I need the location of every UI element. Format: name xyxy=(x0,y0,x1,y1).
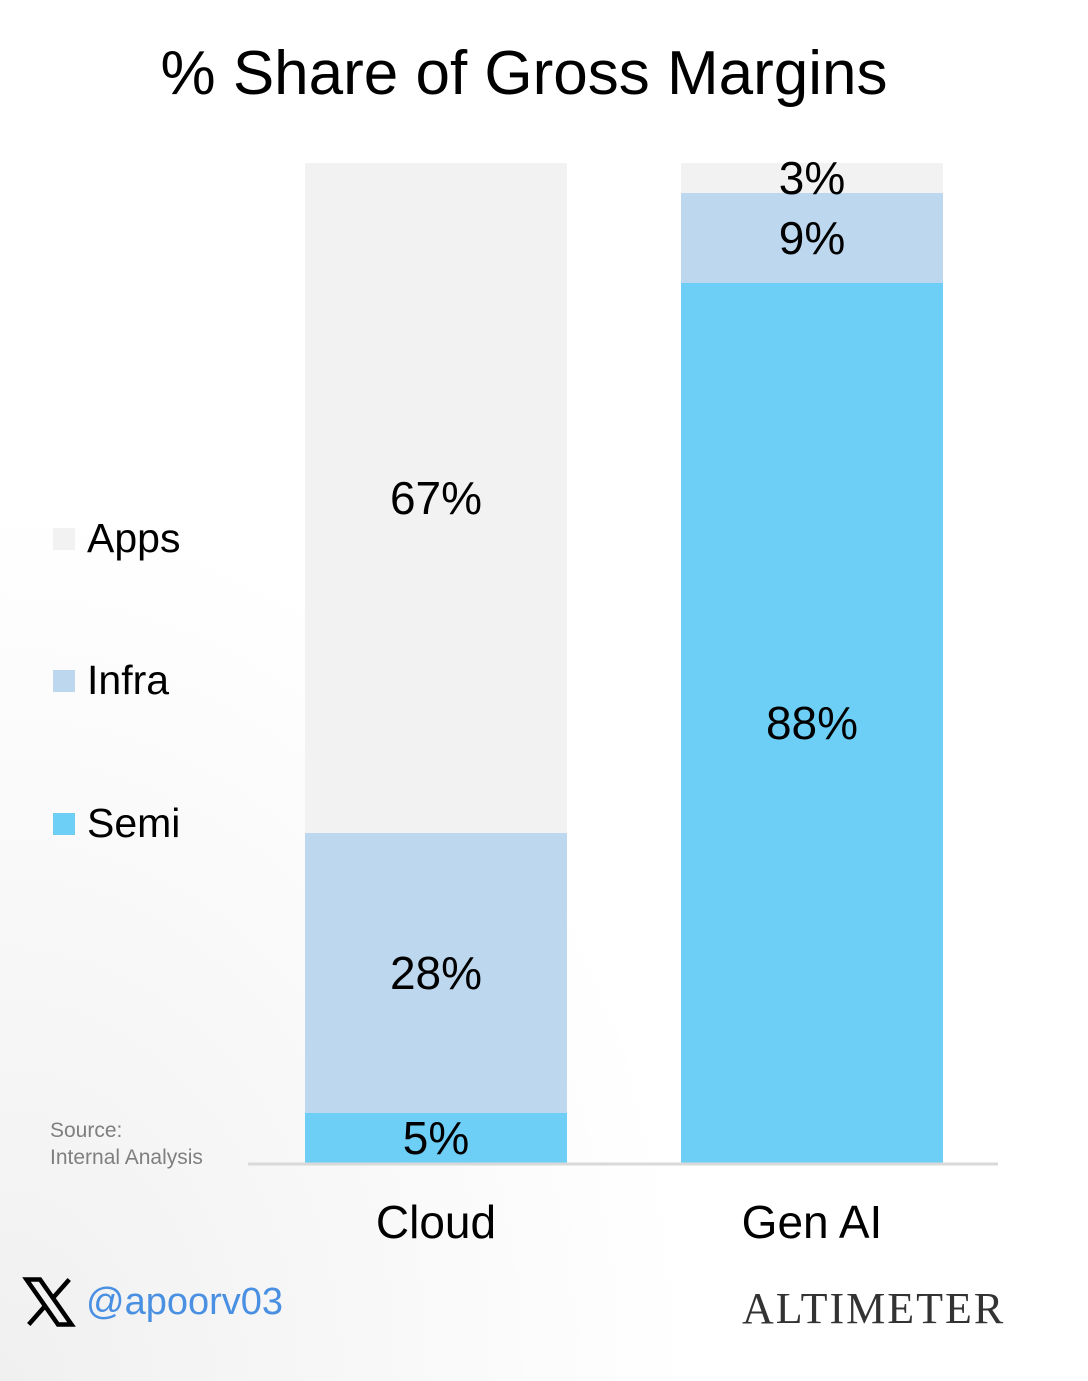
bar-segment-apps xyxy=(681,163,943,193)
bar-segment-infra xyxy=(305,833,567,1113)
data-label: 28% xyxy=(390,947,482,999)
legend-swatch-infra xyxy=(53,669,75,692)
bar-segment-semi xyxy=(681,283,943,1163)
legend-label: Semi xyxy=(87,800,181,846)
data-label: 67% xyxy=(390,472,482,524)
legend-item-infra: Infra xyxy=(53,657,169,704)
bar-segment-apps xyxy=(305,163,567,833)
legend-swatch-semi xyxy=(53,812,75,835)
data-label: 9% xyxy=(779,212,845,264)
legend-swatch-apps xyxy=(53,527,75,550)
source-value: Internal Analysis xyxy=(50,1146,203,1169)
legend-label: Apps xyxy=(87,515,181,561)
bar-segment-semi xyxy=(305,1113,567,1163)
source-note: Source: Internal Analysis xyxy=(50,1117,203,1171)
data-label: 5% xyxy=(403,1112,469,1164)
data-label: 88% xyxy=(766,697,858,749)
handle-text: @apoorv03 xyxy=(86,1280,284,1323)
legend-label: Infra xyxy=(87,657,170,703)
bar-segment-infra xyxy=(681,193,943,283)
legend-item-apps: Apps xyxy=(53,515,180,562)
chart-title: % Share of Gross Margins xyxy=(160,39,888,108)
altimeter-logo: ALTIMETER xyxy=(742,1284,1006,1333)
x-logo-icon xyxy=(22,1277,76,1327)
category-label: Gen AI xyxy=(742,1196,883,1248)
legend-item-semi: Semi xyxy=(53,800,180,847)
x-handle: @apoorv03 xyxy=(22,1275,283,1329)
category-label: Cloud xyxy=(376,1196,496,1248)
source-label: Source: xyxy=(50,1119,123,1142)
data-label: 3% xyxy=(779,152,845,204)
